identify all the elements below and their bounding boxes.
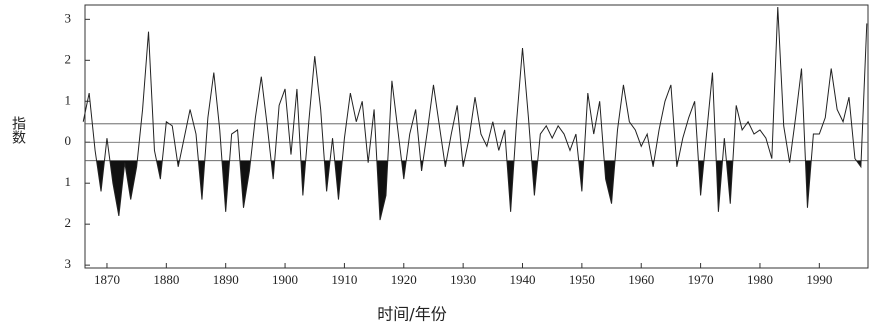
x-tick-label: 1880: [153, 272, 179, 287]
below-threshold-fill: [96, 160, 105, 192]
below-threshold-fill: [221, 160, 230, 212]
below-threshold-fill: [506, 160, 515, 212]
y-tick-label: 1: [65, 174, 72, 189]
y-tick-label: 3: [65, 10, 72, 25]
below-threshold-fill: [239, 160, 251, 208]
x-tick-label: 1950: [569, 272, 595, 287]
x-tick-label: 1940: [510, 272, 536, 287]
x-tick-label: 1990: [806, 272, 832, 287]
x-tick-label: 1930: [450, 272, 476, 287]
below-threshold-fill: [726, 160, 733, 204]
index-line: [82, 7, 868, 221]
below-threshold-fill: [324, 160, 331, 192]
x-tick-label: 1980: [747, 272, 773, 287]
y-axis-label: 指数: [10, 116, 26, 144]
x-tick-label: 1910: [331, 272, 357, 287]
below-threshold-fill: [401, 160, 407, 180]
below-threshold-fill: [716, 160, 723, 212]
x-tick-label: 1900: [272, 272, 298, 287]
x-tick-label: 1960: [628, 272, 654, 287]
below-threshold-fill: [334, 160, 343, 200]
x-axis-label: 时间/年份: [377, 305, 446, 324]
y-tick-label: 2: [65, 51, 72, 66]
x-tick-label: 1870: [94, 272, 120, 287]
below-threshold-fill: [531, 160, 538, 196]
x-tick-label: 1890: [213, 272, 239, 287]
y-tick-label: 0: [65, 133, 72, 148]
x-tick-label: 1920: [391, 272, 417, 287]
y-tick-label: 1: [65, 92, 72, 107]
below-threshold-fill: [698, 160, 704, 196]
y-tick-label: 2: [65, 215, 72, 230]
below-threshold-fill: [198, 160, 205, 200]
below-threshold-fill: [805, 160, 812, 208]
y-tick-label: 3: [65, 256, 72, 271]
x-tick-label: 1970: [688, 272, 714, 287]
plot-frame: [84, 4, 869, 269]
